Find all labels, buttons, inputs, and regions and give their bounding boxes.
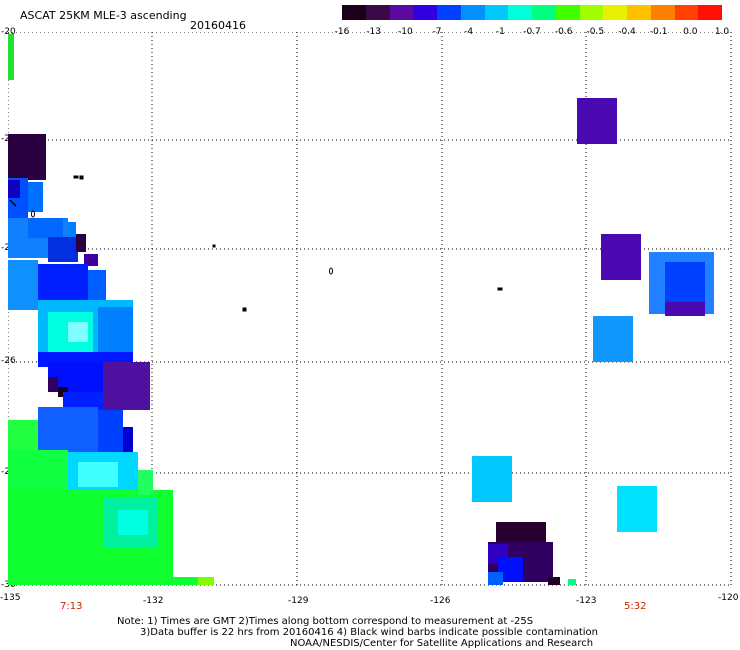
colorbar [342, 5, 722, 20]
colorbar-swatch [484, 5, 509, 20]
colorbar-swatch [579, 5, 604, 20]
colorbar-swatch [437, 5, 461, 20]
colorbar-swatch [627, 5, 651, 20]
x-label-120: -120 [718, 593, 739, 603]
wind-map-svg [8, 32, 732, 586]
x-label-126: -126 [430, 596, 451, 606]
wind-barbs [9, 175, 503, 312]
wind-map [8, 32, 732, 586]
colorbar-swatch [508, 5, 532, 20]
colorbar-swatch [460, 5, 485, 20]
colorbar-swatch [603, 5, 627, 20]
time-right: 5:32 [624, 601, 647, 612]
colorbar-label: -16 [334, 27, 350, 37]
x-label-132: -132 [143, 596, 164, 606]
colorbar-label: -10 [397, 27, 413, 37]
colorbar-swatch [342, 5, 366, 20]
colorbar-label: 0.0 [683, 27, 698, 37]
colorbar-swatch [365, 5, 390, 20]
colorbar-swatch [389, 5, 414, 20]
note-line-3: NOAA/NESDIS/Center for Satellite Applica… [290, 638, 594, 649]
x-label-123: -123 [576, 596, 597, 606]
colorbar-swatch [674, 5, 699, 20]
right-swath [472, 98, 714, 585]
colorbar-swatch [532, 5, 556, 20]
colorbar-label: -0.5 [586, 27, 605, 37]
note-line-2: 3)Data buffer is 22 hrs from 20160416 4)… [140, 627, 598, 638]
colorbar-swatch [555, 5, 580, 20]
note-line-1: Note: 1) Times are GMT 2)Times along bot… [117, 616, 534, 627]
colorbar-label: -0.1 [649, 27, 668, 37]
colorbar-label: -0.4 [618, 27, 636, 37]
colorbar-swatch [698, 5, 722, 20]
time-left: 7:13 [60, 601, 83, 612]
colorbar-label: -0.6 [554, 27, 573, 37]
left-swath [8, 34, 214, 585]
map-title: ASCAT 25KM MLE-3 ascending [20, 9, 187, 22]
colorbar-label: -13 [366, 27, 382, 37]
colorbar-swatch [413, 5, 437, 20]
colorbar-swatch [650, 5, 675, 20]
map-date: 20160416 [190, 19, 246, 32]
x-label-135: -135 [0, 593, 21, 603]
colorbar-label: 1.0 [714, 27, 730, 37]
x-label-129: -129 [288, 596, 309, 606]
